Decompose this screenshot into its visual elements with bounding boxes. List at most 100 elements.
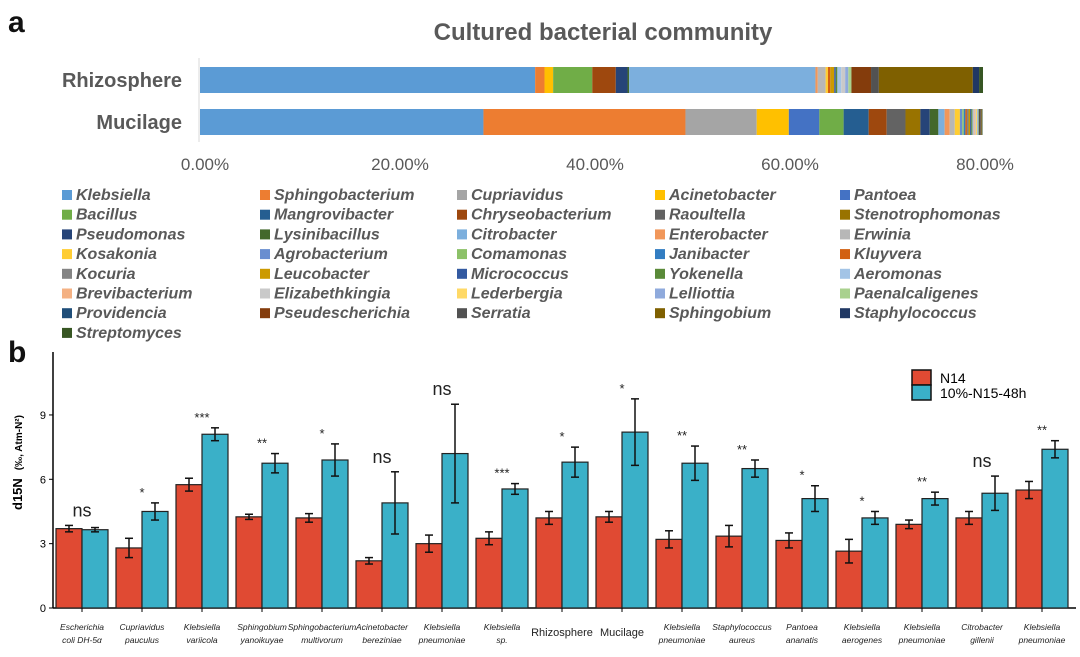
legend-swatch bbox=[840, 190, 850, 200]
x-category-label: aureus bbox=[729, 635, 756, 645]
x-category-label: yanoikuyae bbox=[239, 635, 283, 645]
legend-swatch bbox=[260, 190, 270, 200]
bar-segment-aeromonas bbox=[972, 109, 974, 135]
bar-segment-kocuria bbox=[966, 109, 969, 135]
x-category-label: multivorum bbox=[301, 635, 343, 645]
significance-label: ns bbox=[432, 379, 451, 399]
bar-segment-sphingobium bbox=[981, 109, 982, 135]
bar-segment-janibacter bbox=[963, 109, 966, 135]
legend-label: Providencia bbox=[76, 305, 167, 322]
bar-n15 bbox=[141, 510, 169, 609]
legend-swatch bbox=[457, 268, 467, 279]
legend-swatch bbox=[457, 249, 467, 260]
significance-label: ** bbox=[917, 474, 927, 489]
x-category-label: Rhizosphere bbox=[531, 627, 593, 639]
bar-segment-pseudomonas bbox=[920, 109, 930, 135]
stacked-bar-chart: Rhizosphere Mucilage 0.00% 20.00% 40.00% 60.0… bbox=[62, 58, 1014, 342]
bar-n15 bbox=[561, 461, 589, 609]
x-category-label: gillenii bbox=[970, 635, 995, 645]
legend-label: Elizabethkingia bbox=[274, 286, 391, 303]
bar-n14 bbox=[535, 517, 563, 609]
bar-segment-elizabethkingia bbox=[841, 67, 846, 93]
legend-label: Aeromonas bbox=[853, 266, 942, 283]
x-category-label: bereziniae bbox=[362, 635, 401, 645]
y-tick-label: 9 bbox=[40, 410, 46, 422]
legend-label: Kluyvera bbox=[854, 246, 922, 263]
x-category-label: coli DH-5α bbox=[62, 635, 103, 645]
x-tick-label: 40.00% bbox=[566, 155, 624, 174]
category-label: Rhizosphere bbox=[62, 70, 182, 92]
bar-segment-enterobacter bbox=[944, 109, 950, 135]
bar-n15 bbox=[1041, 448, 1069, 609]
y-axis-label-unit: (‰, Atm-N²) bbox=[14, 415, 25, 470]
legend-label: Lelliottia bbox=[669, 286, 735, 303]
legend-swatch bbox=[260, 288, 270, 299]
bar-n14 bbox=[775, 539, 803, 609]
bar-n15 bbox=[201, 433, 229, 609]
legend-label: Citrobacter bbox=[471, 226, 557, 243]
bar-segment-serratia bbox=[980, 109, 982, 135]
legend-swatch bbox=[655, 209, 665, 220]
legend-label: Mangrovibacter bbox=[274, 207, 394, 224]
y-axis-label: d15N (‰, Atm-N²) bbox=[10, 415, 25, 510]
bar-segment-leucobacter bbox=[968, 109, 971, 135]
legend-swatch bbox=[655, 268, 665, 279]
bar-n14 bbox=[295, 517, 323, 609]
legend-swatch bbox=[260, 249, 270, 260]
bar-segment-pantoea bbox=[788, 109, 820, 135]
x-category-label: pneumoniae bbox=[1018, 635, 1066, 645]
legend-swatch bbox=[840, 249, 850, 260]
bar-segment-staphylococcus bbox=[972, 67, 980, 93]
significance-label: ns bbox=[972, 451, 991, 471]
legend-label: Pseudomonas bbox=[76, 226, 185, 243]
significance-label: * bbox=[139, 485, 144, 500]
legend-swatch bbox=[655, 190, 665, 200]
legend-swatch bbox=[655, 288, 665, 299]
legend-label: Kocuria bbox=[76, 266, 136, 283]
bar-n14 bbox=[355, 560, 383, 609]
legend-swatch bbox=[62, 190, 72, 200]
x-category-label: Klebsiella bbox=[424, 622, 461, 632]
x-category-label: Staphylococcus bbox=[712, 622, 772, 632]
bar-segment-mangrovibacter bbox=[843, 109, 869, 135]
bar-segment-chryseobacterium bbox=[592, 67, 616, 93]
significance-label: ** bbox=[257, 436, 267, 451]
bar-n14 bbox=[175, 484, 203, 609]
bar-segment-comamonas bbox=[962, 109, 964, 135]
x-category-label: ananatis bbox=[786, 635, 819, 645]
legend-label: Pantoea bbox=[854, 187, 916, 204]
x-tick-label: 20.00% bbox=[371, 155, 429, 174]
significance-label: * bbox=[559, 429, 564, 444]
legend-label: Streptomyces bbox=[76, 325, 182, 342]
legend-swatch bbox=[655, 249, 665, 260]
bar-n14 bbox=[1015, 489, 1043, 609]
significance-label: ** bbox=[677, 428, 687, 443]
bar-segment-lelliottia bbox=[845, 67, 849, 93]
y-tick-label: 6 bbox=[40, 474, 46, 486]
bar-segment-kluyvera bbox=[827, 67, 831, 93]
legend-label: 10%-N15-48h bbox=[940, 385, 1026, 401]
bar-n14 bbox=[595, 516, 623, 609]
bar-n15 bbox=[501, 488, 529, 609]
bar-segment-lederbergia bbox=[975, 109, 978, 135]
y-tick-label: 0 bbox=[40, 603, 46, 615]
significance-label: ns bbox=[72, 500, 91, 520]
x-category-label: Escherichia bbox=[60, 622, 104, 632]
bar-n14 bbox=[415, 543, 443, 609]
legend-label: Klebsiella bbox=[76, 187, 151, 204]
bar-n14 bbox=[955, 517, 983, 609]
x-tick-label: 0.00% bbox=[181, 155, 229, 174]
significance-label: * bbox=[319, 426, 324, 441]
legend-swatch bbox=[260, 268, 270, 279]
x-category-label: Citrobacter bbox=[961, 622, 1004, 632]
panel-label-b: b bbox=[8, 336, 26, 369]
x-category-label: Mucilage bbox=[600, 627, 644, 639]
x-category-label: Acinetobacter bbox=[355, 622, 409, 632]
y-tick-label: 3 bbox=[40, 539, 46, 551]
legend-label: Lederbergia bbox=[471, 286, 563, 303]
legend-swatch bbox=[655, 308, 665, 319]
bar-n15 bbox=[921, 498, 949, 609]
bar-n15 bbox=[981, 492, 1009, 609]
legend-label: Paenalcaligenes bbox=[854, 286, 979, 303]
